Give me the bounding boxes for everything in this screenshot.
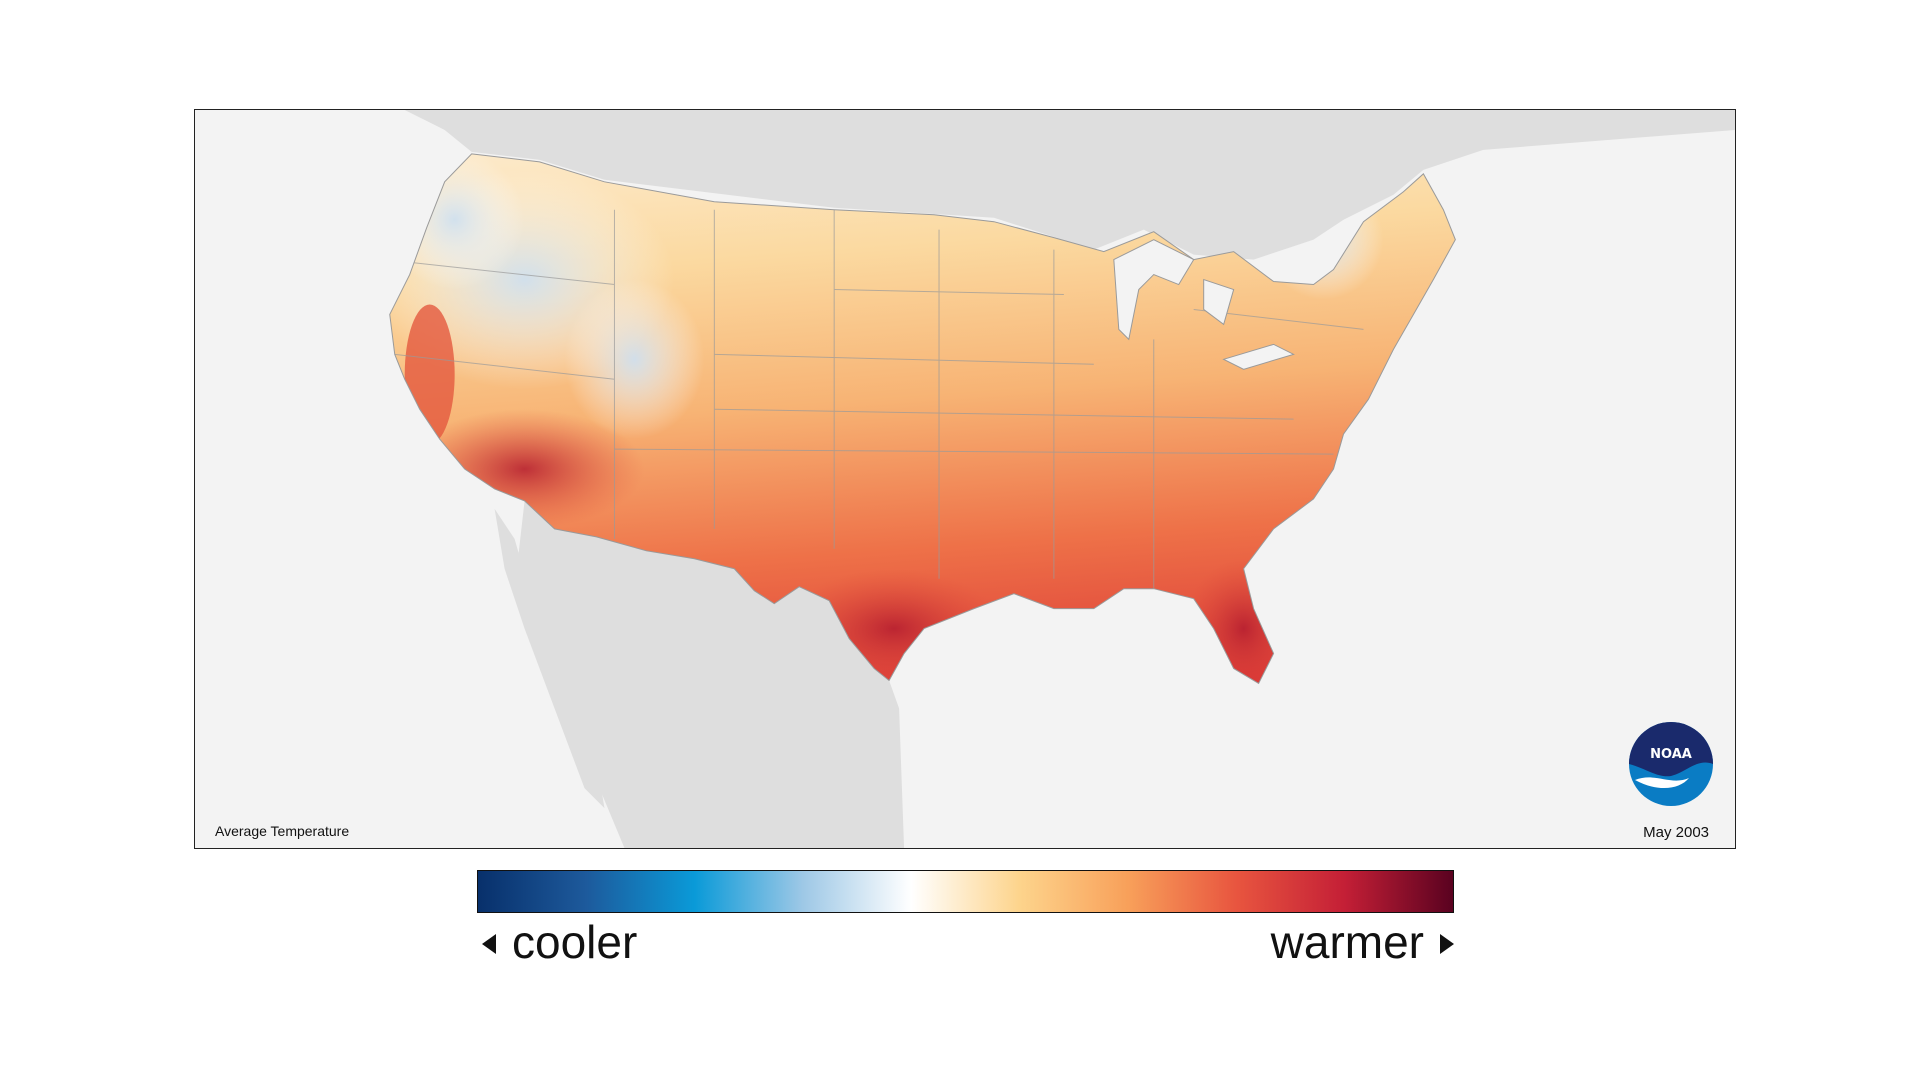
- left-arrow-icon: [482, 934, 496, 954]
- canada-landmass: [404, 110, 1735, 260]
- map-date: May 2003: [1643, 824, 1709, 841]
- legend-warmer-label: warmer: [1270, 916, 1424, 968]
- legend-cooler: cooler: [482, 912, 637, 972]
- map-title: Average Temperature: [215, 823, 350, 839]
- temperature-map: [389, 110, 1735, 848]
- noaa-logo: NOAA: [1629, 722, 1713, 806]
- great-lakes: [1113, 239, 1295, 370]
- noaa-logo-text: NOAA: [1650, 747, 1692, 762]
- legend-warmer: warmer: [1271, 912, 1454, 972]
- legend-cooler-label: cooler: [512, 916, 638, 968]
- mexico-landmass: [514, 500, 905, 848]
- baja-peninsula: [494, 508, 605, 809]
- map-panel: NOAA Average Temperature May 2003: [194, 109, 1736, 849]
- right-arrow-icon: [1440, 934, 1454, 954]
- temperature-colorbar: [477, 870, 1454, 913]
- us-outline: [389, 153, 1456, 685]
